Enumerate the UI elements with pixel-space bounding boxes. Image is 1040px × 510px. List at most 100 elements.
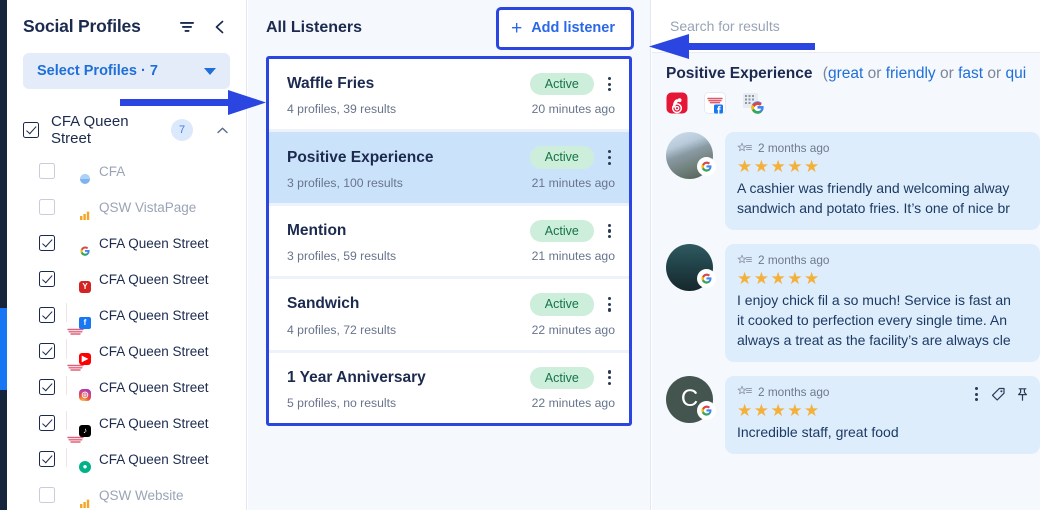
- listener-subtitle: 3 profiles, 59 results: [287, 249, 397, 264]
- review-list: 2 months ago ★★★★★ A cashier was friendly …: [652, 124, 1040, 454]
- google-badge-icon: [79, 245, 91, 257]
- results-search-bar: [652, 0, 1040, 53]
- avatar: [666, 244, 715, 291]
- review-timestamp: 2 months ago: [758, 384, 830, 399]
- analytics-badge-icon: [79, 209, 91, 221]
- review-timestamp: 2 months ago: [758, 253, 830, 267]
- profile-row[interactable]: QSW VistaPage: [7, 189, 246, 225]
- profile-row[interactable]: ♪ CFA Queen Street: [7, 405, 246, 467]
- status-badge: Active: [529, 73, 594, 96]
- select-profiles-dropdown[interactable]: Select Profiles · 7: [23, 53, 230, 89]
- chevron-up-icon[interactable]: [215, 123, 230, 138]
- profile-label: QSW VistaPage: [99, 199, 197, 215]
- profile-label: CFA Queen Street: [99, 307, 209, 323]
- tag-icon[interactable]: [991, 387, 1006, 402]
- status-badge: Active: [529, 146, 594, 169]
- filter-icon[interactable]: [178, 18, 196, 36]
- listener-card-list: Waffle Fries Active 4 profiles, 39 results…: [266, 56, 632, 426]
- facebook-badge-icon: f: [79, 317, 91, 329]
- listener-card[interactable]: Waffle Fries Active 4 profiles, 39 results…: [269, 59, 629, 130]
- profile-row[interactable]: ◎ CFA Queen Street: [7, 369, 246, 405]
- kebab-icon[interactable]: [604, 148, 615, 167]
- group-checkbox[interactable]: [23, 122, 39, 138]
- pin-icon[interactable]: [1015, 387, 1030, 402]
- google-icon: [742, 92, 764, 114]
- sidebar-header-actions: [178, 18, 228, 36]
- star-rating: ★★★★★: [737, 157, 821, 176]
- profile-label: CFA Queen Street: [99, 451, 209, 467]
- profile-checkbox[interactable]: [39, 307, 55, 323]
- profile-row[interactable]: f CFA Queen Street: [7, 297, 246, 359]
- listing-badge-icon: [79, 173, 91, 185]
- add-listener-button[interactable]: + Add listener: [496, 6, 634, 50]
- kebab-icon[interactable]: [971, 385, 982, 404]
- profile-row[interactable]: Y CFA Queen Street: [7, 261, 246, 297]
- kebab-icon[interactable]: [604, 368, 615, 387]
- tiktok-badge-icon: ♪: [79, 425, 91, 437]
- review-source-icon: [737, 142, 752, 155]
- profile-row[interactable]: QSW Website: [7, 477, 246, 510]
- listener-card[interactable]: 1 Year Anniversary Active 5 profiles, no r…: [269, 352, 629, 423]
- page-title: Social Profiles: [23, 16, 141, 36]
- status-badge: Active: [529, 293, 594, 316]
- plus-icon: +: [511, 17, 523, 39]
- profile-checkbox[interactable]: [39, 451, 55, 467]
- profile-checkbox[interactable]: [39, 379, 55, 395]
- profile-icon: ◎: [66, 376, 91, 401]
- instagram-badge-icon: ◎: [79, 389, 91, 401]
- status-badge: Active: [529, 366, 594, 389]
- google-badge-icon: [698, 401, 715, 419]
- select-profiles-label: Select Profiles · 7: [37, 63, 158, 79]
- profile-row[interactable]: CFA Queen Street: [7, 225, 246, 261]
- sidebar-header: Social Profiles: [7, 0, 246, 49]
- review-source-icon: [737, 254, 752, 267]
- review-item: 2 months ago ★★★★★ A cashier was friendly …: [666, 132, 1040, 230]
- listener-card[interactable]: Mention Active 3 profiles, 59 results 21 mi…: [269, 205, 629, 277]
- review-text: Incredible staff, great food: [737, 424, 899, 441]
- review-item: 2 months ago ★★★★★ I enjoy chick fil a so …: [666, 244, 1040, 362]
- listener-card[interactable]: Sandwich Active 4 profiles, 72 results 22 m…: [269, 279, 629, 350]
- listener-name: Mention: [287, 221, 347, 239]
- review-text: I enjoy chick fil a so much! Service is …: [737, 292, 1011, 348]
- profile-checkbox[interactable]: [39, 415, 55, 431]
- facebook-icon: [704, 92, 726, 114]
- listener-card[interactable]: Positive Experience Active 3 profiles, 100…: [269, 132, 629, 203]
- listener-name: Waffle Fries: [287, 75, 375, 93]
- star-rating: ★★★★★: [737, 269, 821, 288]
- status-badge: Active: [529, 219, 594, 243]
- google-badge-icon: [698, 270, 715, 287]
- profile-icon: ●: [66, 448, 91, 473]
- profile-icon: f: [66, 303, 91, 359]
- query-profile-icons: [666, 92, 1040, 114]
- profile-row[interactable]: CFA: [7, 153, 246, 189]
- profile-label: CFA Queen Street: [99, 343, 209, 359]
- profile-checkbox[interactable]: [39, 343, 55, 359]
- profile-checkbox[interactable]: [39, 199, 55, 215]
- profile-icon: ▶: [66, 339, 91, 395]
- listener-timestamp: 20 minutes ago: [531, 102, 615, 117]
- listener-timestamp: 21 minutes ago: [531, 249, 615, 264]
- profile-label: CFA Queen Street: [99, 271, 209, 287]
- profile-row[interactable]: ● CFA Queen Street: [7, 441, 246, 477]
- kebab-icon[interactable]: [604, 222, 615, 241]
- results-panel: Positive Experience (great or friendly o…: [652, 0, 1040, 510]
- profile-checkbox[interactable]: [39, 271, 55, 287]
- profile-checkbox[interactable]: [39, 235, 55, 251]
- search-input[interactable]: [670, 18, 1022, 34]
- profile-checkbox[interactable]: [39, 487, 55, 503]
- profile-checkbox[interactable]: [39, 163, 55, 179]
- listener-subtitle: 4 profiles, 72 results: [287, 322, 397, 337]
- profile-group-row[interactable]: CFA Queen Street 7: [23, 113, 230, 147]
- group-name: CFA Queen Street: [51, 113, 129, 147]
- kebab-icon[interactable]: [604, 295, 615, 314]
- listener-timestamp: 21 minutes ago: [531, 175, 615, 190]
- review-timestamp: 2 months ago: [758, 141, 830, 155]
- listener-timestamp: 22 minutes ago: [531, 395, 615, 410]
- review-item: C 2 months ago ★★★★★ Incredible staff, grea…: [666, 375, 1040, 454]
- youtube-badge-icon: ▶: [79, 353, 91, 365]
- listener-subtitle: 4 profiles, 39 results: [287, 102, 397, 117]
- chevron-left-icon[interactable]: [212, 19, 228, 35]
- kebab-icon[interactable]: [604, 75, 615, 94]
- query-line: Positive Experience (great or friendly o…: [666, 65, 1040, 83]
- profile-row[interactable]: ▶ CFA Queen Street: [7, 333, 246, 395]
